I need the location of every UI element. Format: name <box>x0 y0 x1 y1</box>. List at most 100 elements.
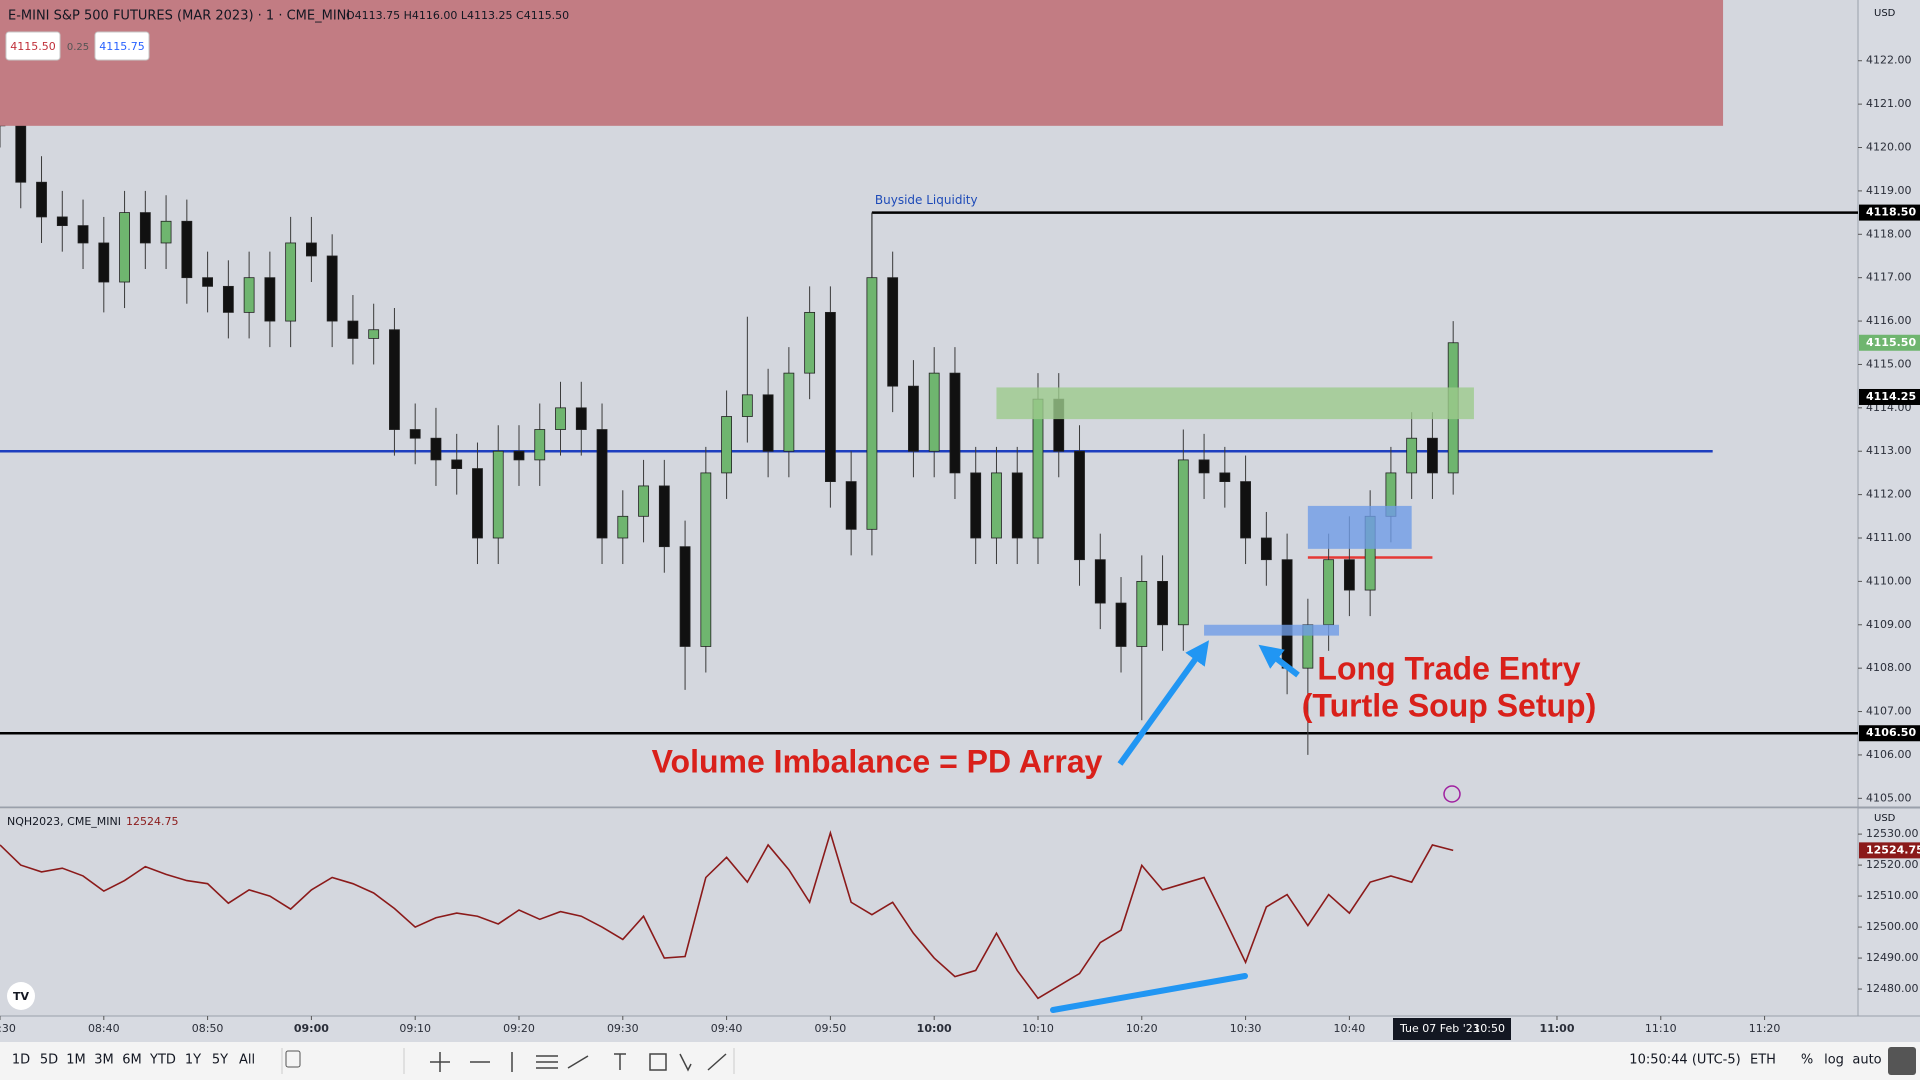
x-tick-label: 08:30 <box>0 1022 16 1035</box>
candle-body <box>887 277 899 387</box>
y-tick-label: 4110.00 <box>1866 574 1912 587</box>
y-tick-label: 4112.00 <box>1866 488 1912 501</box>
annotation: Long Trade Entry <box>1317 650 1580 686</box>
range-button[interactable]: All <box>239 1053 255 1068</box>
x-tick-label: 08:40 <box>88 1022 120 1035</box>
range-button[interactable]: 6M <box>122 1053 142 1068</box>
ohlc-readout: O4113.75 H4116.00 L4113.25 C4115.50 <box>346 9 569 22</box>
candle-body <box>56 216 68 227</box>
candle-body <box>451 459 463 469</box>
candle-body <box>368 329 380 339</box>
price-tag-label: 4118.50 <box>1866 206 1916 219</box>
range-button[interactable]: 5Y <box>212 1053 228 1068</box>
range-button[interactable]: 3M <box>94 1053 114 1068</box>
y-tick-label: 4106.00 <box>1866 748 1912 761</box>
y-tick-label: 12520.00 <box>1866 858 1919 871</box>
price-tag-label: 4115.50 <box>1866 336 1916 349</box>
drawing-tools[interactable] <box>430 1052 727 1072</box>
candle-body <box>264 277 276 322</box>
candle-body <box>1115 602 1127 647</box>
currency[interactable]: USD <box>1874 813 1896 824</box>
x-tick-label: 11:10 <box>1645 1022 1677 1035</box>
candle-body <box>1011 472 1023 539</box>
price-tag-label: 12524.75 <box>1866 843 1920 856</box>
candle-body <box>347 320 359 339</box>
candle-body <box>409 429 421 439</box>
time-axis <box>0 1016 1920 1042</box>
x-tick-label: 09:00 <box>294 1022 329 1035</box>
candle-body <box>243 277 255 313</box>
range-button[interactable]: 5D <box>40 1053 58 1068</box>
y-tick-label: 4119.00 <box>1866 184 1912 197</box>
candle-body <box>970 472 982 539</box>
logo-mark: TV <box>13 990 30 1003</box>
candle-body <box>36 181 47 218</box>
ask-price: 4115.75 <box>99 40 145 53</box>
x-tick-label: 09:30 <box>607 1022 639 1035</box>
range-button[interactable]: 1M <box>66 1053 86 1068</box>
candle-body <box>160 220 172 244</box>
y-tick-label: 4113.00 <box>1866 444 1912 457</box>
x-tick-label: 11:20 <box>1749 1022 1781 1035</box>
bottom-toolbar <box>0 1042 1920 1080</box>
price-tag <box>1859 204 1920 221</box>
candle-body <box>804 311 816 374</box>
scale-option[interactable]: % <box>1801 1053 1813 1068</box>
date-range-icon[interactable] <box>285 1050 301 1068</box>
range-button[interactable]: YTD <box>149 1053 176 1068</box>
y-tick-label: 4111.00 <box>1866 531 1912 544</box>
candle-body <box>1157 580 1168 626</box>
scale-option[interactable]: log <box>1824 1053 1844 1068</box>
candle-body <box>492 450 504 539</box>
candle-body <box>1136 580 1148 647</box>
candle-body <box>700 472 712 647</box>
candle-body <box>949 372 961 474</box>
price-tag-label: 4114.25 <box>1866 390 1916 403</box>
ask-box[interactable] <box>94 31 150 61</box>
candle-body <box>472 468 483 539</box>
candle-body <box>1323 559 1335 626</box>
y-tick-label: 4108.00 <box>1866 661 1912 674</box>
x-tick-label: 09:40 <box>711 1022 743 1035</box>
y-tick-label: 4122.00 <box>1866 54 1912 67</box>
candle-body <box>741 394 753 417</box>
price-axis <box>1858 0 1920 1042</box>
candle-body <box>575 407 587 430</box>
candle-body <box>721 416 732 474</box>
y-tick-label: 4121.00 <box>1866 97 1912 110</box>
x-tick-label: 11:00 <box>1539 1022 1574 1035</box>
y-tick-label: 12480.00 <box>1866 982 1919 995</box>
zone <box>1307 505 1412 549</box>
x-tick-label: 10:30 <box>1230 1022 1262 1035</box>
currency[interactable]: USD <box>1874 8 1896 19</box>
x-tick-label: 10:40 <box>1334 1022 1366 1035</box>
candle-body <box>77 225 89 244</box>
zone <box>1204 624 1340 636</box>
screenshot-button[interactable] <box>1888 1047 1916 1075</box>
sub-pane <box>0 809 1858 1016</box>
price-tag <box>1859 725 1920 742</box>
level-label: Buyside Liquidity <box>875 193 978 207</box>
candle-body <box>15 125 27 183</box>
arrow <box>1258 644 1300 678</box>
candle-body <box>1219 472 1231 482</box>
y-tick-label: 4115.00 <box>1866 357 1912 370</box>
logo[interactable] <box>7 982 35 1010</box>
x-tick-label: 10:20 <box>1126 1022 1158 1035</box>
range-button[interactable]: 1D <box>12 1053 30 1068</box>
range-button[interactable]: 1Y <box>185 1053 201 1068</box>
bid-box[interactable] <box>5 31 61 61</box>
alert-icon[interactable] <box>1443 785 1461 803</box>
crosshair-time: 10:50 <box>1473 1022 1505 1035</box>
y-tick-label: 4120.00 <box>1866 141 1912 154</box>
y-tick-label: 4117.00 <box>1866 271 1912 284</box>
x-tick-label: 09:20 <box>503 1022 535 1035</box>
y-tick-label: 4118.00 <box>1866 227 1912 240</box>
candle-body <box>617 515 629 539</box>
session[interactable]: ETH <box>1750 1053 1776 1068</box>
candle-body <box>1427 437 1438 474</box>
scale-option[interactable]: auto <box>1852 1053 1881 1068</box>
main-plot <box>0 0 1858 755</box>
crosshair-label <box>1393 1018 1511 1040</box>
candle-body <box>389 329 400 430</box>
